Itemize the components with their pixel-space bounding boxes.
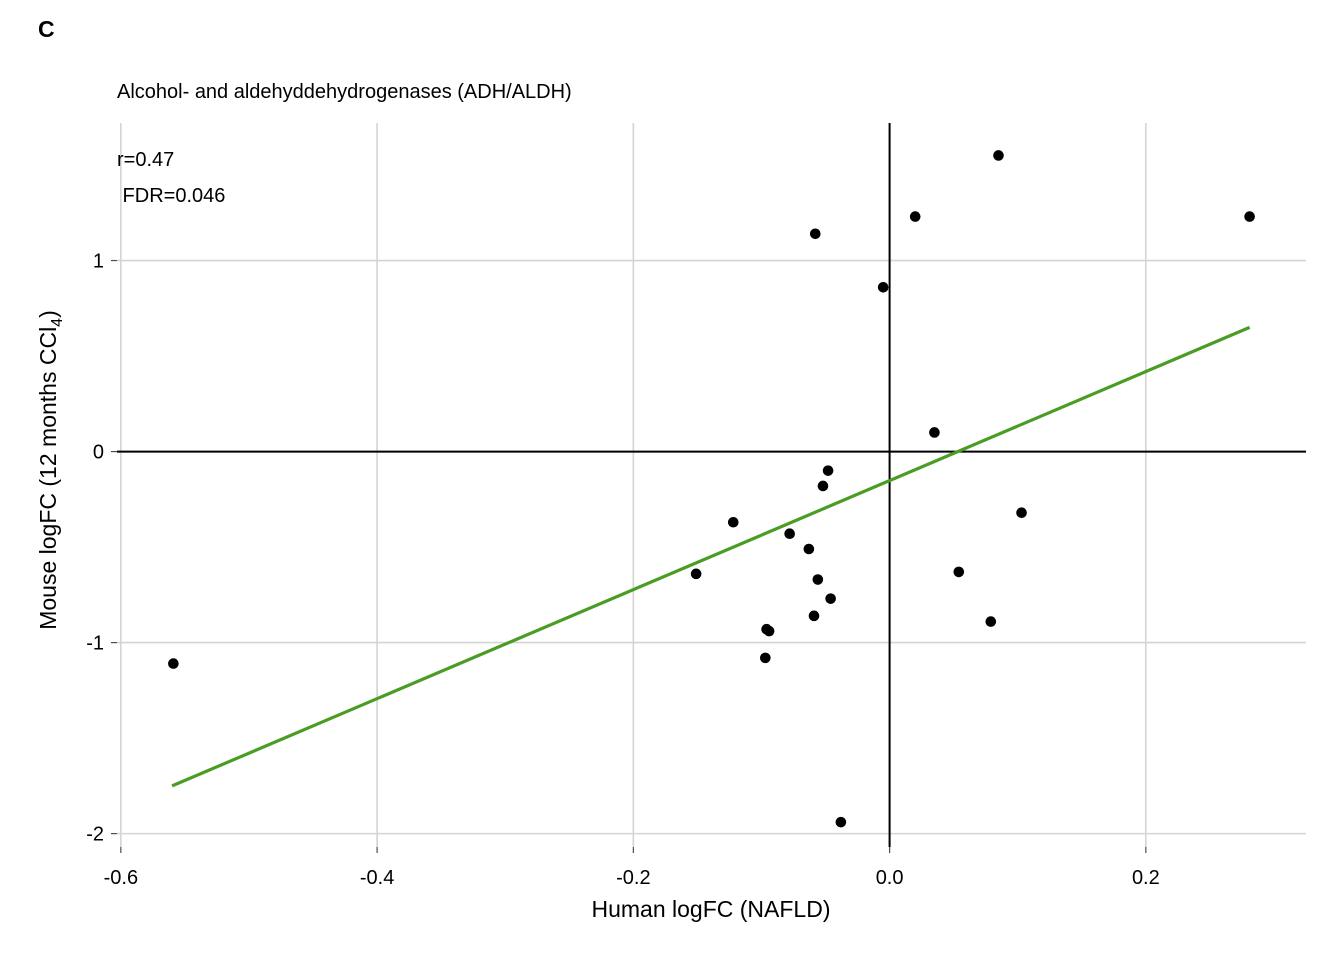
data-point <box>822 465 834 476</box>
data-point <box>909 211 921 222</box>
data-point <box>1244 211 1255 222</box>
x-axis-label: Human logFC (NAFLD) <box>592 896 831 922</box>
chart-title: Alcohol- and aldehyddehydrogenases (ADH/… <box>117 81 572 103</box>
data-point <box>1016 507 1027 518</box>
data-point <box>985 616 997 627</box>
annotation-correlation: r=0.47 <box>117 149 174 171</box>
data-point <box>763 625 775 637</box>
x-axis-ticks: -0.6 -0.4 -0.2 0.0 0.2 <box>104 847 1160 889</box>
x-tick-label: -0.2 <box>616 867 650 889</box>
data-point <box>690 568 702 580</box>
data-point <box>877 281 889 293</box>
y-axis-label-subscript: 4 <box>49 318 66 327</box>
x-tick-label: 0.0 <box>876 867 904 889</box>
data-point <box>929 427 940 438</box>
y-axis-ticks: -2 -1 0 1 <box>86 251 117 846</box>
annotation-fdr: FDR=0.046 <box>117 185 225 207</box>
y-tick-label: -1 <box>86 633 104 655</box>
y-axis-label-main: Mouse logFC (12 months CCl <box>35 327 61 630</box>
data-point <box>760 652 771 664</box>
regression-line <box>171 325 1251 788</box>
data-point <box>812 574 824 585</box>
y-axis-label-end: ) <box>35 310 61 318</box>
data-point <box>809 228 821 240</box>
data-point <box>784 528 795 540</box>
data-point <box>817 480 829 492</box>
data-point <box>727 516 739 528</box>
data-point <box>808 610 820 622</box>
y-tick-label: -2 <box>86 824 104 846</box>
y-tick-label: 0 <box>93 442 104 464</box>
reference-lines <box>117 123 1306 847</box>
y-axis-label: Mouse logFC (12 months CCl4) <box>35 310 66 630</box>
data-point <box>953 566 965 578</box>
grid-lines <box>117 123 1306 847</box>
data-points <box>168 150 1255 828</box>
x-tick-label: 0.2 <box>1132 867 1160 889</box>
y-tick-label: 1 <box>93 251 104 273</box>
data-point <box>168 658 179 669</box>
data-point <box>825 593 836 604</box>
x-tick-label: -0.6 <box>104 867 138 889</box>
data-point <box>835 816 847 828</box>
data-point <box>993 150 1004 161</box>
trend-line-group <box>171 325 1251 788</box>
data-point <box>803 543 815 555</box>
panel-label: C <box>38 16 55 42</box>
x-tick-label: -0.4 <box>360 867 394 889</box>
